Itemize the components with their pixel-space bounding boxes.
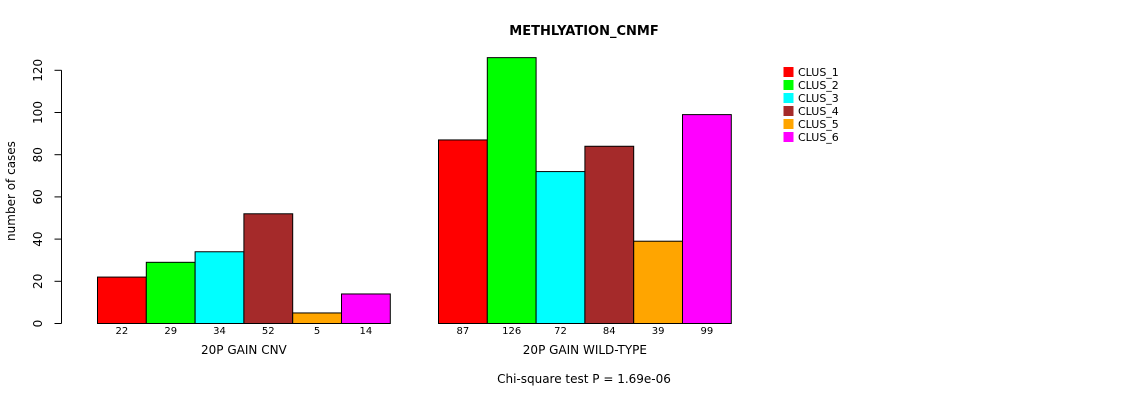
legend-swatch	[783, 119, 794, 129]
bar-count-label: 87	[457, 326, 470, 337]
group-label: 20P GAIN WILD-TYPE	[523, 343, 647, 357]
chart-title: METHLYATION_CNMF	[509, 24, 658, 39]
bar	[194, 251, 245, 324]
bar	[438, 139, 488, 324]
bar	[584, 145, 635, 324]
bar	[535, 171, 586, 324]
y-tick-label: 100	[31, 101, 45, 124]
bar	[292, 312, 343, 325]
y-axis-label: number of cases	[4, 141, 18, 241]
legend-label: CLUS_6	[798, 131, 839, 144]
legend-label: CLUS_2	[798, 79, 839, 92]
bar	[486, 57, 537, 324]
y-tick-label: 20	[31, 274, 45, 289]
bar-count-label: 72	[554, 326, 567, 337]
y-tick-label: 0	[31, 320, 45, 328]
y-tick-label: 40	[31, 231, 45, 246]
bar	[97, 276, 147, 324]
bar-count-label: 22	[116, 326, 129, 337]
bar-count-label: 99	[701, 326, 714, 337]
legend-swatch	[783, 67, 794, 77]
legend-label: CLUS_1	[798, 66, 839, 79]
legend-label: CLUS_5	[798, 118, 839, 131]
legend-swatch	[783, 132, 794, 142]
chi-square-footnote: Chi-square test P = 1.69e-06	[497, 372, 671, 386]
bar-count-label: 14	[360, 326, 373, 337]
legend-swatch	[783, 106, 794, 116]
legend-swatch	[783, 80, 794, 90]
bar	[633, 240, 684, 325]
bar-group: 22 29 34 52 5 14 20P GAIN CNV	[97, 213, 391, 357]
legend-label: CLUS_3	[798, 92, 839, 105]
bar-count-label: 52	[262, 326, 275, 337]
bar-count-label: 84	[603, 326, 616, 337]
bar-count-label: 29	[164, 326, 177, 337]
y-axis: 0 20 40 60 80 100 120	[31, 59, 62, 327]
legend-label: CLUS_4	[798, 105, 839, 118]
bar-count-label: 34	[213, 326, 226, 337]
bar-groups: 22 29 34 52 5 14 20P GAIN CNV 87 126 72 84 39 99 20P …	[97, 57, 732, 357]
y-tick-label: 60	[31, 189, 45, 204]
y-tick-label: 120	[31, 59, 45, 82]
bar	[243, 213, 294, 324]
group-label: 20P GAIN CNV	[201, 343, 288, 357]
bar-count-label: 126	[502, 326, 521, 337]
bar	[145, 261, 196, 324]
y-tick-label: 80	[31, 147, 45, 162]
bar-group: 87 126 72 84 39 99 20P GAIN WILD-TYPE	[438, 57, 732, 357]
legend-swatch	[783, 93, 794, 103]
bar	[682, 114, 732, 324]
bar-count-label: 5	[314, 326, 320, 337]
bar	[341, 293, 391, 324]
bar-count-label: 39	[652, 326, 665, 337]
